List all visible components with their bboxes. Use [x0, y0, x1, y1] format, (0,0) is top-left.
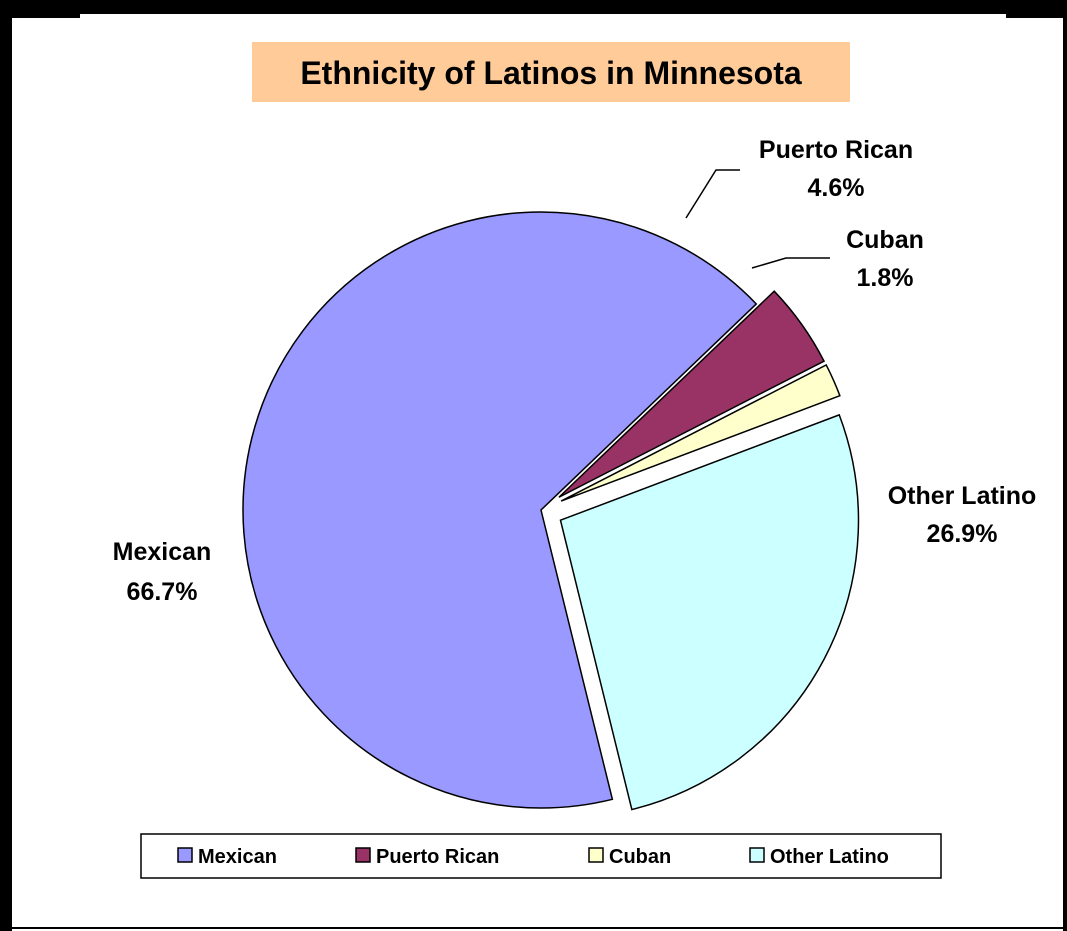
pie-slice-puerto-rican [558, 290, 826, 498]
data-label-name-cuban: Cuban [846, 226, 924, 254]
data-label-value-puerto-rican: 4.6% [808, 174, 865, 202]
pie-slice-mexican [242, 211, 758, 809]
right-border [1063, 0, 1067, 931]
legend-label-other-latino: Other Latino [770, 846, 889, 868]
data-label-value-mexican: 66.7% [127, 578, 198, 606]
top-border [0, 0, 1067, 14]
chart-title-background [252, 42, 850, 102]
left-border [0, 0, 12, 931]
legend-swatch-other-latino [749, 847, 765, 863]
data-label-name-other-latino: Other Latino [888, 482, 1037, 510]
leader-line-puerto-rican [685, 169, 740, 219]
legend-label-cuban: Cuban [609, 846, 671, 868]
chart-title: Ethnicity of Latinos in Minnesota [300, 55, 802, 91]
legend-box [140, 833, 942, 879]
legend-swatch-mexican [177, 847, 193, 863]
data-label-name-mexican: Mexican [113, 538, 212, 566]
top-right-corner [1006, 0, 1067, 18]
top-left-corner [0, 0, 80, 18]
legend: Mexican Puerto Rican Cuban Other Latino [177, 846, 889, 868]
legend-swatch-cuban [588, 847, 604, 863]
data-label-value-other-latino: 26.9% [927, 520, 998, 548]
leader-line-cuban [751, 257, 830, 269]
data-label-name-puerto-rican: Puerto Rican [759, 136, 913, 164]
leader-lines [685, 169, 830, 269]
legend-swatch-puerto-rican [355, 847, 371, 863]
pie-slices [242, 211, 860, 811]
legend-label-puerto-rican: Puerto Rican [376, 846, 499, 868]
legend-label-mexican: Mexican [198, 846, 277, 868]
pie-slice-other-latino [559, 413, 860, 811]
pie-slice-cuban [560, 363, 841, 502]
data-label-value-cuban: 1.8% [857, 264, 914, 292]
slice-labels: Mexican 66.7% Puerto Rican 4.6% Cuban 1.8% Oth… [113, 136, 1037, 606]
